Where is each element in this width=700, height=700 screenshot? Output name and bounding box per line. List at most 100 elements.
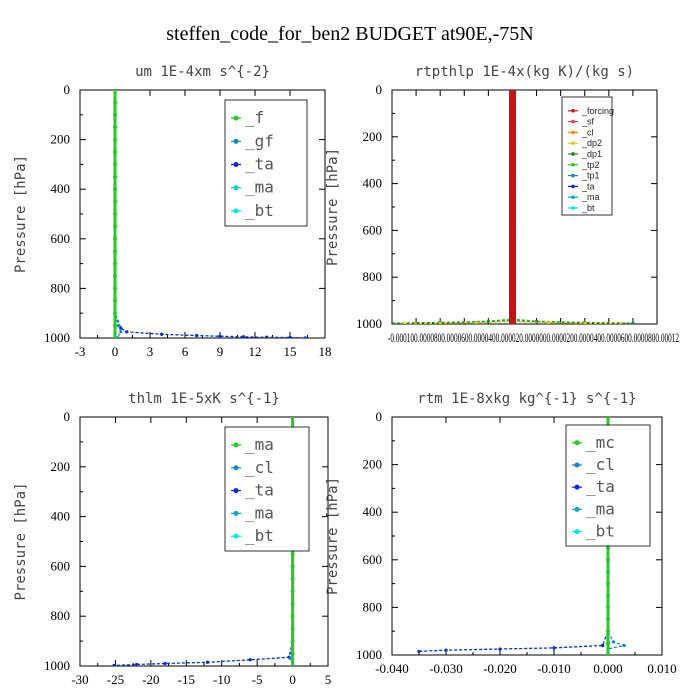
- y-tick-label: 200: [363, 457, 383, 472]
- legend-label: _ma: [245, 435, 274, 454]
- series-point-ta: [112, 663, 116, 666]
- series-point-f: [113, 199, 117, 204]
- legend-box: [561, 96, 613, 216]
- legend: _forcing_sf_cl_dp2_dp1_tp2_tp1_ta_ma_bt: [561, 96, 614, 216]
- x-tick-label: 12: [249, 344, 262, 359]
- series-point-f: [113, 274, 117, 278]
- series-point-ta: [601, 643, 605, 648]
- x-tick-label: -20: [142, 672, 159, 687]
- series-point-ta: [498, 647, 502, 651]
- series-point-dp2: [619, 321, 623, 324]
- series-point-forcing: [510, 322, 515, 324]
- y-tick-label: 200: [51, 459, 71, 474]
- series-point-mc: [606, 605, 610, 610]
- y-tick-label: 1000: [44, 330, 70, 345]
- y-axis-label: Pressure [hPa]: [325, 477, 341, 595]
- series-point-ta: [444, 648, 448, 652]
- y-tick-label: 1000: [356, 647, 382, 662]
- legend-label: _ma: [245, 503, 274, 522]
- x-tick-label: 6: [182, 344, 189, 359]
- legend-box: [565, 424, 651, 547]
- legend-label: _ta: [245, 155, 274, 174]
- series-point-ta: [265, 335, 269, 338]
- series-point-mc: [606, 557, 610, 562]
- legend-label: _f: [245, 108, 264, 127]
- legend-box: [224, 99, 308, 227]
- series-point-forcing: [510, 134, 515, 139]
- legend-label: _cl: [245, 458, 274, 477]
- legend: _ma _cl _ta _ma _bt: [224, 426, 310, 552]
- series-point-f: [113, 249, 117, 254]
- legend: _f _gf _ta _ma _bt: [224, 99, 308, 227]
- x-tick-label: -3: [75, 344, 86, 359]
- y-tick-label: 800: [363, 599, 383, 614]
- x-tick-label: 0.010: [647, 661, 676, 676]
- legend-marker-cl: [233, 465, 239, 471]
- legend-label: _bt: [245, 526, 274, 545]
- y-tick-label: 200: [51, 132, 71, 147]
- series-point-forcing: [510, 228, 515, 233]
- y-tick-label: 400: [363, 176, 383, 191]
- y-tick-label: 800: [363, 269, 383, 284]
- legend-marker-forcing: [571, 108, 575, 113]
- series-point-mc: [606, 417, 610, 419]
- legend-marker-dp1: [571, 152, 575, 156]
- series-point-ta: [163, 661, 167, 666]
- series-point-ta: [125, 330, 129, 334]
- series-point-ma: [290, 664, 295, 666]
- series-point-f: [113, 311, 117, 316]
- chart-panel-4: rtm 1E-8xkg kg^{-1} s^{-1} Pressure [hPa]…: [325, 391, 677, 676]
- series-point-mc: [606, 593, 610, 598]
- series-point-f: [113, 112, 117, 117]
- series-point-ma: [290, 576, 295, 581]
- series-point-mc: [606, 545, 610, 550]
- series-point-gf: [116, 324, 121, 328]
- legend-marker-ta: [233, 162, 239, 168]
- legend-marker-cl: [574, 462, 580, 468]
- legend-marker-mc: [574, 440, 580, 446]
- series-point-ma: [290, 639, 295, 644]
- series-point-dp1: [392, 321, 394, 324]
- x-tick-label: -30: [71, 672, 88, 687]
- y-tick-label: 0: [64, 409, 71, 424]
- legend-label: _sf: [581, 117, 595, 127]
- series-point-f: [113, 174, 117, 179]
- series-point-f: [113, 336, 117, 338]
- panel-title: rtm 1E-8xkg kg^{-1} s^{-1}: [417, 391, 636, 407]
- legend-label: _dp2: [581, 138, 602, 148]
- legend-label: _ma: [245, 178, 274, 197]
- legend-marker-bt: [574, 529, 580, 535]
- legend-box: [224, 426, 310, 552]
- series-point-forcing: [510, 181, 515, 186]
- y-tick-label: 600: [51, 558, 71, 573]
- legend-marker-ta: [571, 184, 575, 189]
- legend-label: _bt: [245, 201, 274, 220]
- legend-label: _bt: [581, 203, 595, 213]
- series-point-f: [113, 286, 117, 291]
- legend-label: _tp2: [581, 160, 600, 170]
- y-tick-label: 800: [51, 280, 71, 295]
- y-tick-label: 600: [363, 552, 383, 567]
- x-tick-label: 5: [325, 672, 332, 687]
- series-point-mc: [606, 641, 610, 646]
- series-point-cl: [611, 640, 616, 644]
- y-tick-label: 600: [363, 222, 383, 237]
- legend-label: _ta: [245, 481, 274, 500]
- series-point-ta: [248, 658, 252, 662]
- series-point-ma: [290, 601, 295, 606]
- x-tick-label: -0.030: [429, 661, 463, 676]
- series-point-ta: [288, 335, 292, 338]
- series-group: [113, 90, 307, 338]
- series-point-ta: [552, 646, 556, 650]
- series-point-f: [113, 187, 117, 192]
- series-point-ma: [290, 564, 295, 569]
- chart-panel-1: um 1E-4xm s^{-2} Pressure [hPa] 0 200 400 600…: [13, 64, 332, 359]
- series-point-ta: [241, 335, 245, 338]
- series-point-ta: [135, 662, 139, 666]
- series-point-ta: [160, 332, 164, 336]
- legend-marker-ma: [233, 510, 239, 516]
- series-point-ta: [218, 334, 222, 338]
- y-tick-label: 0: [376, 409, 383, 424]
- series-point-dp2: [583, 321, 587, 324]
